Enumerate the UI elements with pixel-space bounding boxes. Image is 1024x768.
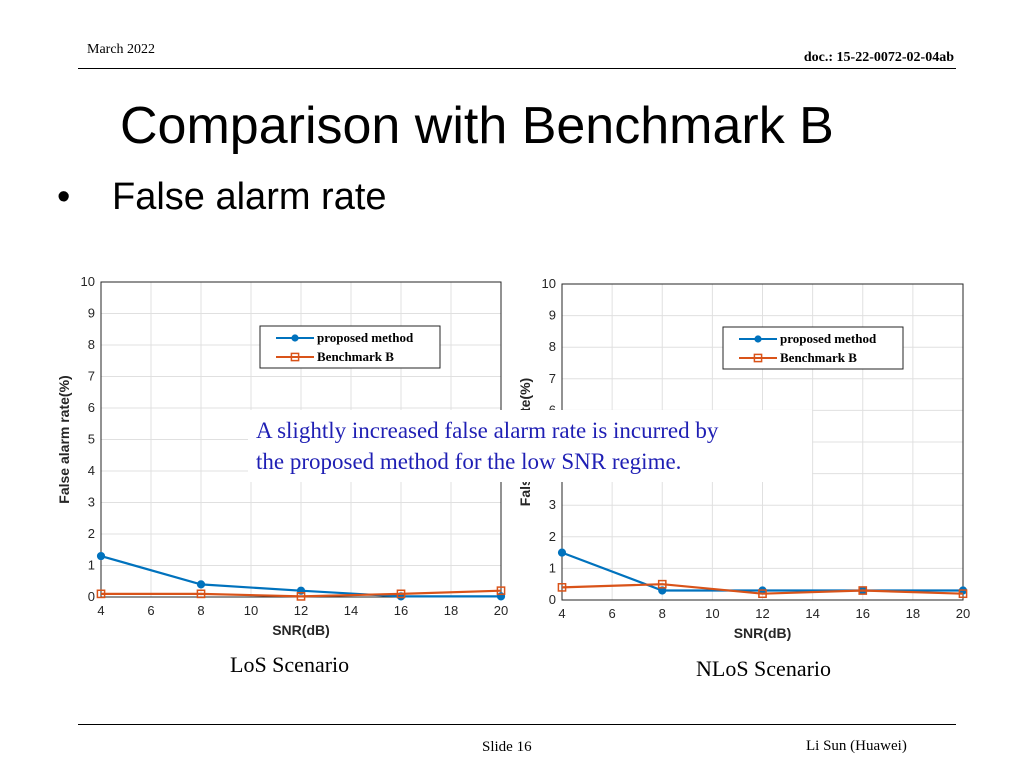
y-tick-label: 6	[549, 402, 556, 417]
legend-marker-benchmark	[290, 352, 300, 362]
y-tick-label: 7	[549, 371, 556, 386]
data-point-proposed	[196, 580, 206, 589]
bullet-dot: •	[57, 176, 71, 218]
header-doc-id: doc.: 15-22-0072-02-04ab	[803, 50, 954, 65]
y-tick-label: 10	[542, 276, 556, 291]
y-tick-label: 8	[88, 337, 95, 352]
y-tick-label: 7	[88, 369, 95, 384]
legend: proposed method Benchmark B	[259, 325, 441, 369]
y-tick-label: 6	[88, 400, 95, 415]
callout-line-2: the proposed method for the low SNR regi…	[256, 449, 682, 474]
footer-rule	[78, 724, 956, 725]
x-tick-label: 12	[294, 603, 308, 618]
data-point-benchmark	[496, 586, 506, 596]
legend-label: proposed method	[317, 330, 414, 345]
data-point-benchmark	[396, 589, 406, 599]
series-line-benchmark	[561, 583, 964, 595]
data-point-benchmark	[657, 579, 667, 589]
x-tick-label: 18	[906, 606, 920, 621]
x-tick-label: 6	[609, 606, 616, 621]
y-tick-label: 2	[549, 529, 556, 544]
x-tick-label: 12	[755, 606, 769, 621]
data-point-proposed	[557, 548, 567, 557]
legend-marker-proposed	[291, 334, 299, 342]
slide-number: Slide 16	[482, 739, 532, 755]
legend-label: Benchmark B	[780, 350, 857, 365]
data-point-benchmark	[858, 586, 868, 595]
y-tick-label: 9	[88, 306, 95, 321]
x-tick-label: 20	[494, 603, 508, 618]
x-tick-label: 6	[147, 603, 154, 618]
callout-line-1: A slightly increased false alarm rate is…	[256, 418, 719, 443]
legend-marker-proposed	[754, 335, 762, 343]
x-tick-label: 18	[444, 603, 458, 618]
data-point-proposed	[658, 586, 667, 595]
legend-marker-benchmark	[753, 353, 763, 363]
y-tick-label: 3	[549, 497, 556, 512]
caption-nlos: NLoS Scenario	[696, 656, 832, 681]
x-tick-label: 4	[97, 603, 104, 618]
data-point-proposed	[96, 551, 106, 561]
y-tick-label: 0	[88, 589, 95, 604]
slide-title: Comparison with Benchmark B	[120, 97, 834, 155]
y-axis-label: False alarm rate(%)	[56, 375, 72, 503]
header-date: March 2022	[87, 42, 156, 57]
x-tick-label: 16	[856, 606, 870, 621]
footer-author: Li Sun (Huawei)	[806, 738, 907, 754]
x-tick-label: 10	[705, 606, 719, 621]
data-point-benchmark	[758, 589, 767, 599]
bullet-item: • False alarm rate	[57, 176, 387, 219]
series-line-benchmark	[101, 589, 502, 598]
y-tick-label: 8	[549, 339, 556, 354]
x-axis-label: SNR(dB)	[272, 622, 330, 638]
data-point-benchmark	[958, 589, 968, 599]
data-point-benchmark	[296, 592, 306, 601]
legend-label: Benchmark B	[317, 349, 394, 364]
y-tick-label: 5	[88, 432, 95, 447]
data-point-benchmark	[196, 589, 206, 599]
y-tick-label: 3	[88, 495, 95, 510]
legend: proposed method Benchmark B	[722, 326, 904, 370]
data-point-benchmark	[96, 589, 106, 599]
y-tick-label: 10	[81, 274, 95, 289]
x-axis-label: SNR(dB)	[734, 625, 792, 641]
y-tick-label: 1	[549, 560, 556, 575]
legend-box	[259, 325, 441, 369]
y-tick-label: 0	[549, 592, 556, 607]
x-tick-label: 16	[394, 603, 408, 618]
x-tick-label: 10	[244, 603, 258, 618]
x-tick-label: 14	[344, 603, 358, 618]
x-tick-label: 4	[558, 606, 565, 621]
bullet-text: False alarm rate	[112, 176, 387, 218]
caption-los: LoS Scenario	[230, 652, 350, 677]
y-tick-label: 4	[88, 463, 95, 478]
data-point-benchmark	[557, 583, 567, 592]
x-tick-label: 8	[659, 606, 666, 621]
header-rule	[78, 68, 956, 69]
legend-label: proposed method	[780, 331, 877, 346]
y-tick-label: 9	[549, 308, 556, 323]
y-tick-label: 1	[88, 558, 95, 573]
annotation-callout: A slightly increased false alarm rate is…	[248, 410, 812, 482]
legend-box	[722, 326, 904, 370]
x-tick-label: 14	[805, 606, 819, 621]
x-tick-label: 20	[956, 606, 970, 621]
x-tick-label: 8	[197, 603, 204, 618]
y-tick-label: 2	[88, 526, 95, 541]
